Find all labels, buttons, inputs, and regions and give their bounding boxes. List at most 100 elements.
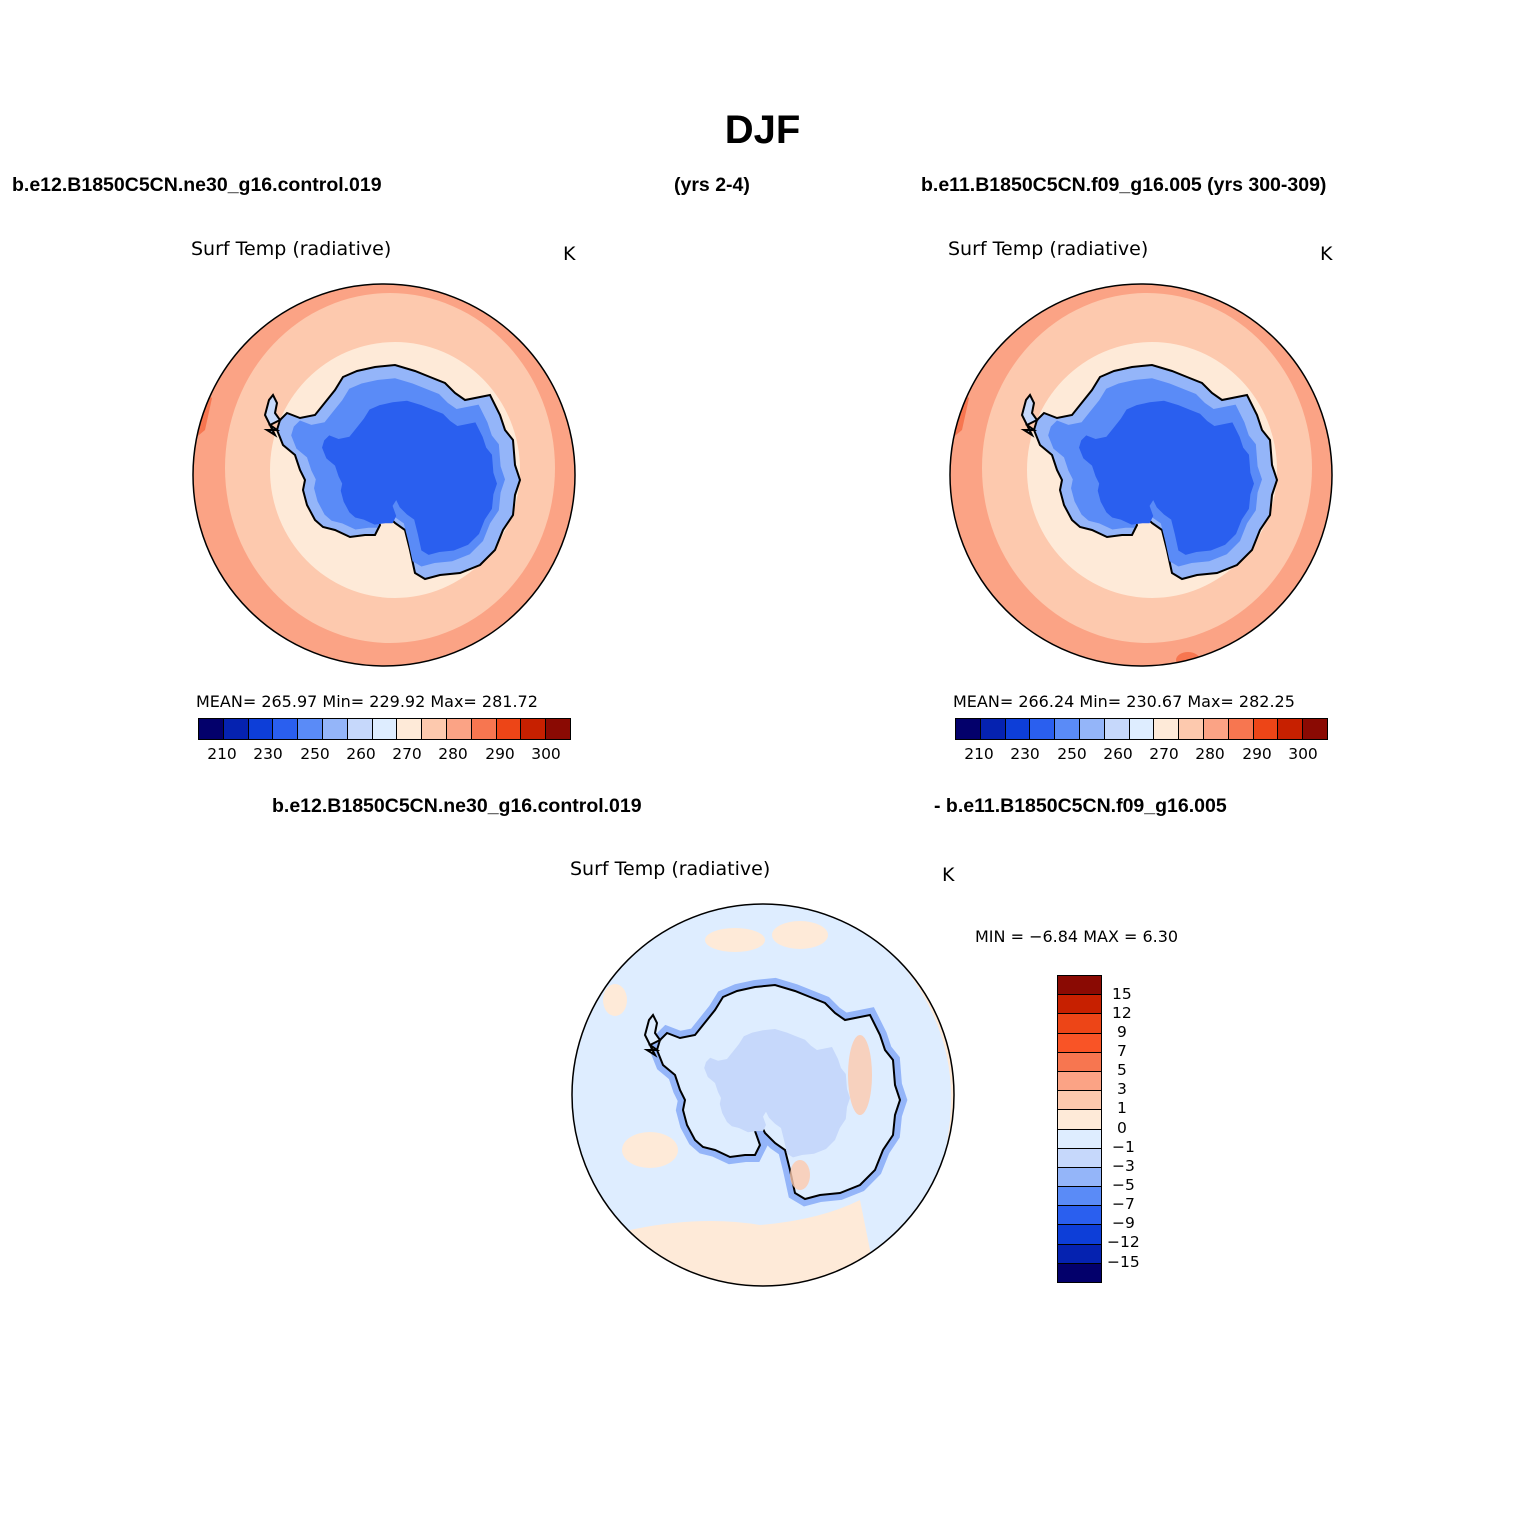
colorbar-swatch (248, 719, 274, 739)
colorbar-swatch (1079, 719, 1105, 739)
colorbar-swatch (1058, 995, 1101, 1015)
colorbar-swatch (980, 719, 1006, 739)
colorbar-swatch (199, 719, 224, 739)
cb3-tick: 7 (1117, 1042, 1127, 1060)
colorbar-swatch (397, 719, 423, 739)
cb2-tick: 210 (964, 745, 994, 763)
colorbar-swatch (1058, 1110, 1101, 1130)
panel1-variable: Surf Temp (radiative) (191, 238, 392, 260)
cb3-tick: 5 (1117, 1061, 1127, 1079)
colorbar-swatch (1058, 1091, 1101, 1111)
colorbar-swatch (223, 719, 249, 739)
diff-case1-name: b.e12.B1850C5CN.ne30_g16.control.019 (272, 795, 642, 817)
colorbar-swatch (273, 719, 299, 739)
colorbar-swatch (1058, 1033, 1101, 1053)
panel2-units: K (1320, 243, 1333, 265)
panel2-variable: Surf Temp (radiative) (948, 238, 1149, 260)
case2-name: b.e11.B1850C5CN.f09_g16.005 (yrs 300-309… (921, 174, 1327, 196)
cb3-tick: 9 (1117, 1023, 1127, 1041)
cb2-tick: 300 (1288, 745, 1318, 763)
map-panel-2 (949, 283, 1333, 667)
cb2-tick: 290 (1242, 745, 1272, 763)
cb3-tick: −7 (1112, 1195, 1135, 1213)
cb3-tick: 15 (1112, 985, 1132, 1003)
colorbar-swatch (1058, 1263, 1101, 1282)
colorbar-swatch (1203, 719, 1229, 739)
cb3-tick: −5 (1112, 1176, 1135, 1194)
cb2-tick: 250 (1057, 745, 1087, 763)
positive-region (603, 984, 627, 1016)
colorbar-swatch (956, 719, 981, 739)
colorbar-swatch (422, 719, 447, 739)
colorbar-swatch (1228, 719, 1254, 739)
cb1-tick: 250 (300, 745, 330, 763)
colorbar-swatch (1154, 719, 1180, 739)
panel3-variable: Surf Temp (radiative) (570, 858, 771, 880)
colorbar-swatch (1058, 1052, 1101, 1072)
positive-region (772, 921, 828, 949)
map-2-border (949, 283, 1333, 667)
page-title: DJF (724, 108, 801, 152)
colorbar-swatch (521, 719, 547, 739)
colorbar-swatch (1104, 719, 1130, 739)
panel3-units: K (942, 864, 955, 886)
panel1-units: K (563, 243, 576, 265)
cb2-tick: 230 (1010, 745, 1040, 763)
colorbar-swatch (322, 719, 348, 739)
map-panel-diff (571, 903, 955, 1287)
colorbar-swatch (1058, 1014, 1101, 1034)
map-panel-1 (192, 283, 576, 667)
colorbar-swatch (1058, 1071, 1101, 1092)
cb3-tick: 0 (1117, 1119, 1127, 1137)
cb3-tick: −9 (1112, 1214, 1135, 1232)
positive-region (622, 1132, 678, 1168)
diff-case2-name: - b.e11.B1850C5CN.f09_g16.005 (934, 795, 1227, 817)
colorbar-1 (198, 718, 571, 740)
map-1-border (192, 283, 576, 667)
case1-years: (yrs 2-4) (674, 174, 750, 196)
colorbar-swatch (1179, 719, 1204, 739)
panel3-minmax: MIN = −6.84 MAX = 6.30 (975, 927, 1179, 946)
colorbar-swatch (1005, 719, 1031, 739)
cb3-tick: 12 (1112, 1004, 1132, 1022)
colorbar-swatch (1058, 1206, 1101, 1226)
cb1-tick: 290 (485, 745, 515, 763)
cb3-tick: −3 (1112, 1157, 1135, 1175)
colorbar-diff (1057, 975, 1102, 1283)
colorbar-swatch (1058, 1129, 1101, 1149)
colorbar-swatch (1253, 719, 1279, 739)
positive-region (705, 928, 765, 952)
cb1-tick: 230 (253, 745, 283, 763)
colorbar-swatch (496, 719, 522, 739)
cb2-tick: 280 (1195, 745, 1225, 763)
cb3-tick: 3 (1117, 1080, 1127, 1098)
colorbar-swatch (1055, 719, 1080, 739)
panel2-stats: MEAN= 266.24 Min= 230.67 Max= 282.25 (953, 692, 1295, 711)
cb3-tick: −12 (1107, 1233, 1140, 1251)
colorbar-swatch (471, 719, 497, 739)
colorbar-swatch (1058, 976, 1101, 996)
cb3-tick: 1 (1117, 1099, 1127, 1117)
panel1-stats: MEAN= 265.97 Min= 229.92 Max= 281.72 (196, 692, 538, 711)
colorbar-swatch (1278, 719, 1304, 739)
colorbar-swatch (1030, 719, 1056, 739)
colorbar-swatch (1058, 1187, 1101, 1207)
cb3-tick: −1 (1112, 1138, 1135, 1156)
colorbar-swatch (546, 719, 570, 739)
cb1-tick: 270 (392, 745, 422, 763)
cb1-tick: 210 (207, 745, 237, 763)
colorbar-swatch (298, 719, 323, 739)
colorbar-swatch (1058, 1167, 1101, 1188)
cb2-tick: 270 (1149, 745, 1179, 763)
colorbar-swatch (372, 719, 398, 739)
cb3-tick: −15 (1107, 1253, 1140, 1271)
colorbar-swatch (1303, 719, 1327, 739)
colorbar-swatch (1058, 1225, 1101, 1245)
cb1-tick: 280 (438, 745, 468, 763)
cb1-tick: 300 (531, 745, 561, 763)
colorbar-swatch (1058, 1244, 1101, 1264)
cb2-tick: 260 (1103, 745, 1133, 763)
cb1-tick: 260 (346, 745, 376, 763)
colorbar-swatch (446, 719, 472, 739)
